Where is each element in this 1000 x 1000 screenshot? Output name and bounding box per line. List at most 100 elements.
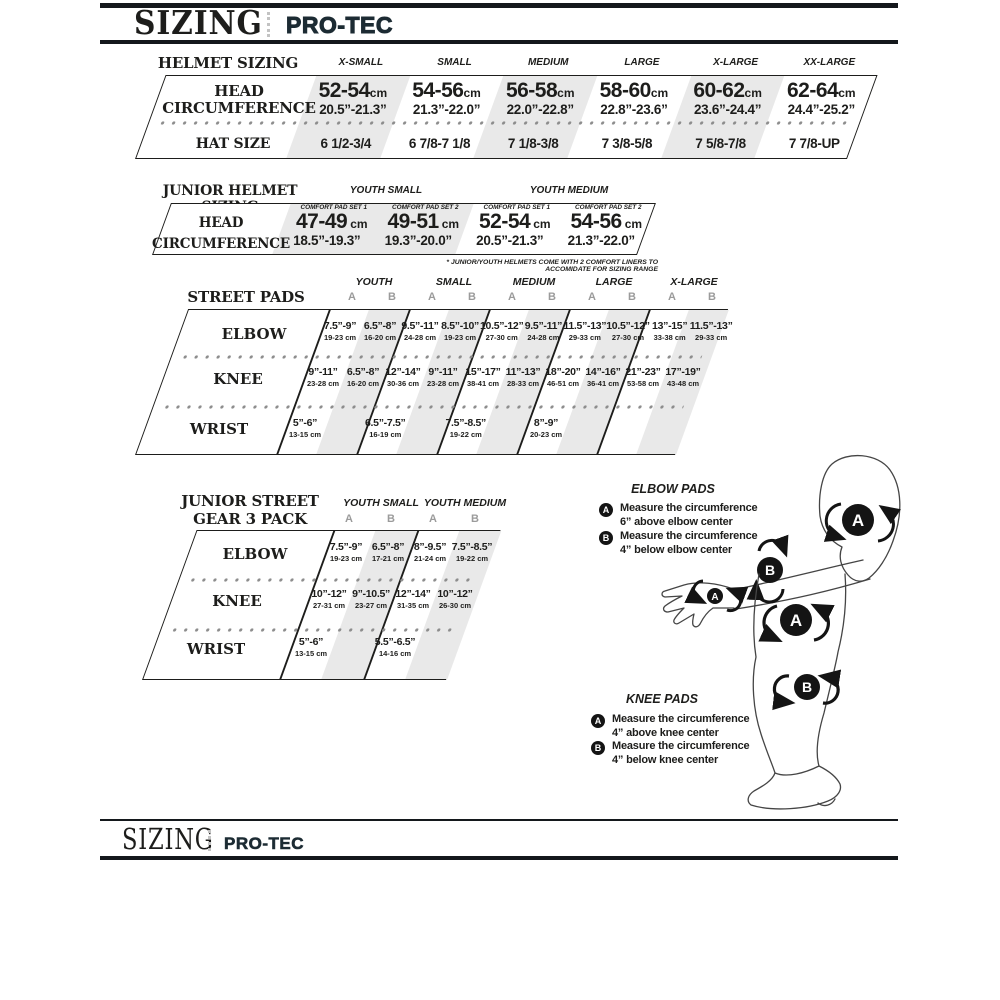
arm-badge-a-icon xyxy=(842,504,874,536)
size-header: SMALL xyxy=(437,57,472,68)
size-cell: 54-56 cm xyxy=(570,210,643,233)
pad-set-header: COMFORT PAD SET 2 xyxy=(574,204,642,211)
pad-size-cell: 6.5”-8” 16-20 cm xyxy=(363,320,397,342)
pad-size-cell: 8”-9” 20-23 cm xyxy=(529,417,563,439)
pad-set-header: COMFORT PAD SET 1 xyxy=(483,204,550,211)
size-cell: 18.5”-19.3” xyxy=(293,233,361,248)
pad-size-cell: 14”-16” 36-41 cm xyxy=(585,366,621,388)
group-header: YOUTH MEDIUM xyxy=(423,497,507,509)
street-row-label: WRIST xyxy=(189,420,249,438)
junior-row-label: KNEE xyxy=(212,592,262,610)
dotted-separator xyxy=(156,120,853,126)
ab-header: A xyxy=(508,291,516,303)
street-elbow-values: 7.5”-9” 19-23 cm 6.5”-8” 16-20 cm 9.5”-11”… xyxy=(320,320,733,342)
page-title: SIZING xyxy=(134,3,263,42)
junior-row-label: WRIST xyxy=(186,640,246,658)
arm-illustration: A B A xyxy=(661,454,901,628)
dotted-separator xyxy=(168,627,457,633)
measure-text: Measure the circumference 4” below knee … xyxy=(612,740,750,766)
badge-a-icon: A xyxy=(591,714,605,728)
pad-size-cell: 10.5”-12” 27-30 cm xyxy=(606,320,650,342)
pad-size-cell: 11.5”-13” 29-33 cm xyxy=(563,320,607,342)
street-wrist-values: 5”-6” 13-15 cm 6.5”-7.5” 16-19 cm 7.5”-8.5… xyxy=(285,417,685,439)
pad-size-cell: 18”-20” 46-51 cm xyxy=(545,366,581,388)
leg-illustration: A B xyxy=(747,573,847,810)
pad-size-cell: 7.5”-9” 19-23 cm xyxy=(323,320,357,342)
footer-brand-logo: PRO-TEC xyxy=(224,834,304,854)
hat-cell: 7 5/8-7/8 xyxy=(695,136,746,151)
hat-cell: 6 1/2-3/4 xyxy=(320,136,372,151)
header-rule-top xyxy=(100,3,898,8)
group-header: LARGE xyxy=(595,276,633,288)
junior-helmet-cm-values: 47-49 cm 49-51 cm 52-54 cm 54-56 cm xyxy=(286,211,652,233)
pad-size-cell: 9”-11” 23-28 cm xyxy=(426,366,460,388)
junior-ab-headers: A B A B xyxy=(328,513,496,525)
ab-header: A xyxy=(428,291,436,303)
measure-text: Measure the circumference 4” below elbow… xyxy=(620,530,758,556)
badge-a-icon: A xyxy=(599,503,613,517)
junior-group-headers: YOUTH SMALL YOUTH MEDIUM xyxy=(339,497,507,509)
size-header: X-LARGE xyxy=(713,57,759,68)
pad-size-cell: 11”-13” 28-33 cm xyxy=(505,366,541,388)
size-cell: 52-54 cm xyxy=(478,210,551,233)
pad-size-cell xyxy=(606,417,646,439)
group-header: YOUTH MEDIUM xyxy=(529,185,609,196)
street-row-label: ELBOW xyxy=(221,325,287,343)
pad-size-cell: 7.5”-8.5” 19-22 cm xyxy=(445,417,487,439)
pad-size-cell: 5.5”-6.5” 14-16 cm xyxy=(374,636,416,658)
junior-helmet-inch-values: 18.5”-19.3” 19.3”-20.0” 20.5”-21.3” 21.3… xyxy=(281,233,647,248)
pad-size-cell xyxy=(566,417,606,439)
group-header: YOUTH SMALL xyxy=(349,185,423,196)
pad-size-cell: 7.5”-9” 19-23 cm xyxy=(329,541,363,563)
street-knee-values: 9”-11” 23-28 cm 6.5”-8” 16-20 cm 12”-14” 30… xyxy=(303,366,703,388)
pad-size-cell: 10.5”-12” 27-30 cm xyxy=(480,320,524,342)
wrist-badge-a-icon xyxy=(707,588,723,604)
junior-row-label: ELBOW xyxy=(222,545,288,563)
ab-header: A xyxy=(668,291,676,303)
junior-street-title: JUNIOR STREET GEAR 3 PACK xyxy=(181,492,319,528)
pad-size-cell xyxy=(406,417,446,439)
pad-size-cell: 10”-12” 26-30 cm xyxy=(437,588,473,610)
pad-size-cell: 12”-14” 30-36 cm xyxy=(385,366,421,388)
pad-size-cell xyxy=(325,417,365,439)
helmet-row-label: HEAD CIRCUMFERENCE xyxy=(162,82,316,117)
leg-badge-a-label: A xyxy=(790,611,802,630)
pad-size-cell: 9”-10.5” 23-27 cm xyxy=(352,588,390,610)
group-header: MEDIUM xyxy=(512,276,556,288)
wrist-badge-a-label: A xyxy=(711,592,718,603)
dotted-separator xyxy=(160,404,685,410)
pad-size-cell: 17”-19” 43-48 cm xyxy=(665,366,701,388)
ab-header: B xyxy=(468,291,476,303)
dotted-separator xyxy=(178,354,703,360)
size-header: X-SMALL xyxy=(338,57,384,68)
pad-size-cell: 8”-9.5” 21-24 cm xyxy=(413,541,447,563)
hat-cell: 7 3/8-5/8 xyxy=(601,136,653,151)
ab-header: A xyxy=(348,291,356,303)
pad-size-cell: 11.5”-13” 29-33 cm xyxy=(689,320,733,342)
hat-cell: 7 1/8-3/8 xyxy=(507,136,559,151)
brand-logo: PRO-TEC xyxy=(286,12,394,39)
badge-b-icon: B xyxy=(591,741,605,755)
size-cell: 62-64cm 24.4”-25.2” xyxy=(787,79,856,117)
ab-header: B xyxy=(388,291,396,303)
elbow-measure-a: A Measure the circumference 6” above elb… xyxy=(599,502,758,529)
arm-badge-a-label: A xyxy=(852,511,864,530)
hat-cell: 7 7/8-UP xyxy=(788,136,840,151)
group-header: SMALL xyxy=(435,276,473,288)
ab-header: B xyxy=(387,513,395,525)
pad-size-cell: 5”-6” 13-15 cm xyxy=(294,636,328,658)
size-cell: 47-49 cm xyxy=(295,210,368,233)
street-group-headers: YOUTH SMALL MEDIUM LARGE X-LARGE xyxy=(334,276,734,288)
size-cell: 19.3”-20.0” xyxy=(384,233,453,248)
leg-badge-a-icon xyxy=(780,604,812,636)
header-rule-bottom xyxy=(100,40,898,44)
badge-b-icon: B xyxy=(599,531,613,545)
pad-size-cell: 6.5”-8” 16-20 cm xyxy=(346,366,380,388)
group-header: YOUTH xyxy=(355,276,393,288)
pad-size-cell xyxy=(486,417,526,439)
knee-pads-title: KNEE PADS xyxy=(625,692,698,706)
pad-size-cell: 12”-14” 31-35 cm xyxy=(395,588,431,610)
elbow-measure-b: B Measure the circumference 4” below elb… xyxy=(599,530,758,557)
arm-badge-b-icon xyxy=(757,557,783,583)
size-cell: 49-51 cm xyxy=(387,210,460,233)
